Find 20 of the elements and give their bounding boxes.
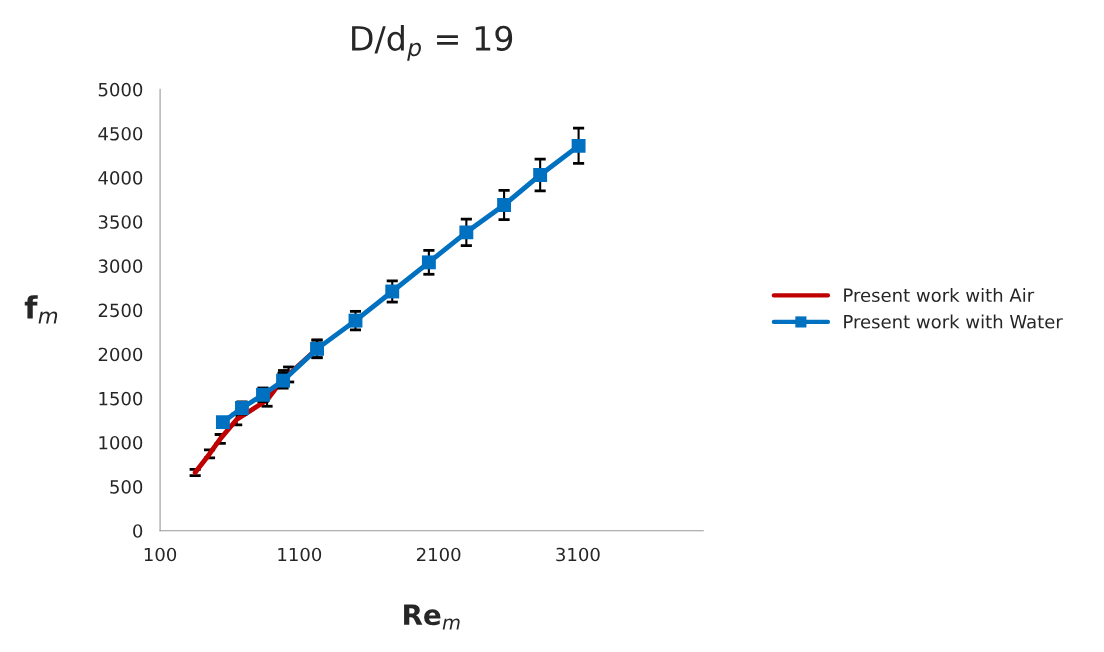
y-tick-label: 5000 — [98, 82, 143, 97]
x-tick-label: 2100 — [416, 547, 461, 562]
y-tick-label: 1500 — [99, 391, 143, 406]
y-tick-label: 0 — [133, 524, 143, 538]
x-tick-label: 3100 — [556, 547, 600, 562]
y-tick-label: 2000 — [98, 347, 143, 362]
x-tick-label: 1100 — [278, 547, 322, 562]
y-tick-label: 3000 — [98, 259, 143, 273]
y-tick-label: 500 — [110, 480, 143, 494]
x-tick-label: 100 — [144, 547, 177, 562]
legend-label: Present work with Air — [844, 288, 1035, 303]
y-tick-label: 1000 — [99, 435, 143, 450]
x-axis-title: Re$_{m}$ — [404, 604, 460, 630]
y-tick-label: 4500 — [98, 126, 143, 141]
chart-title: D/d$_{p}$ = 19 — [352, 25, 513, 61]
y-axis-title: f$_{m}$ — [24, 295, 58, 324]
y-tick-label: 2500 — [98, 303, 143, 318]
legend-label: Present work with Water — [844, 314, 1063, 329]
y-tick-label: 4000 — [98, 171, 143, 185]
y-tick-label: 3500 — [98, 215, 143, 229]
